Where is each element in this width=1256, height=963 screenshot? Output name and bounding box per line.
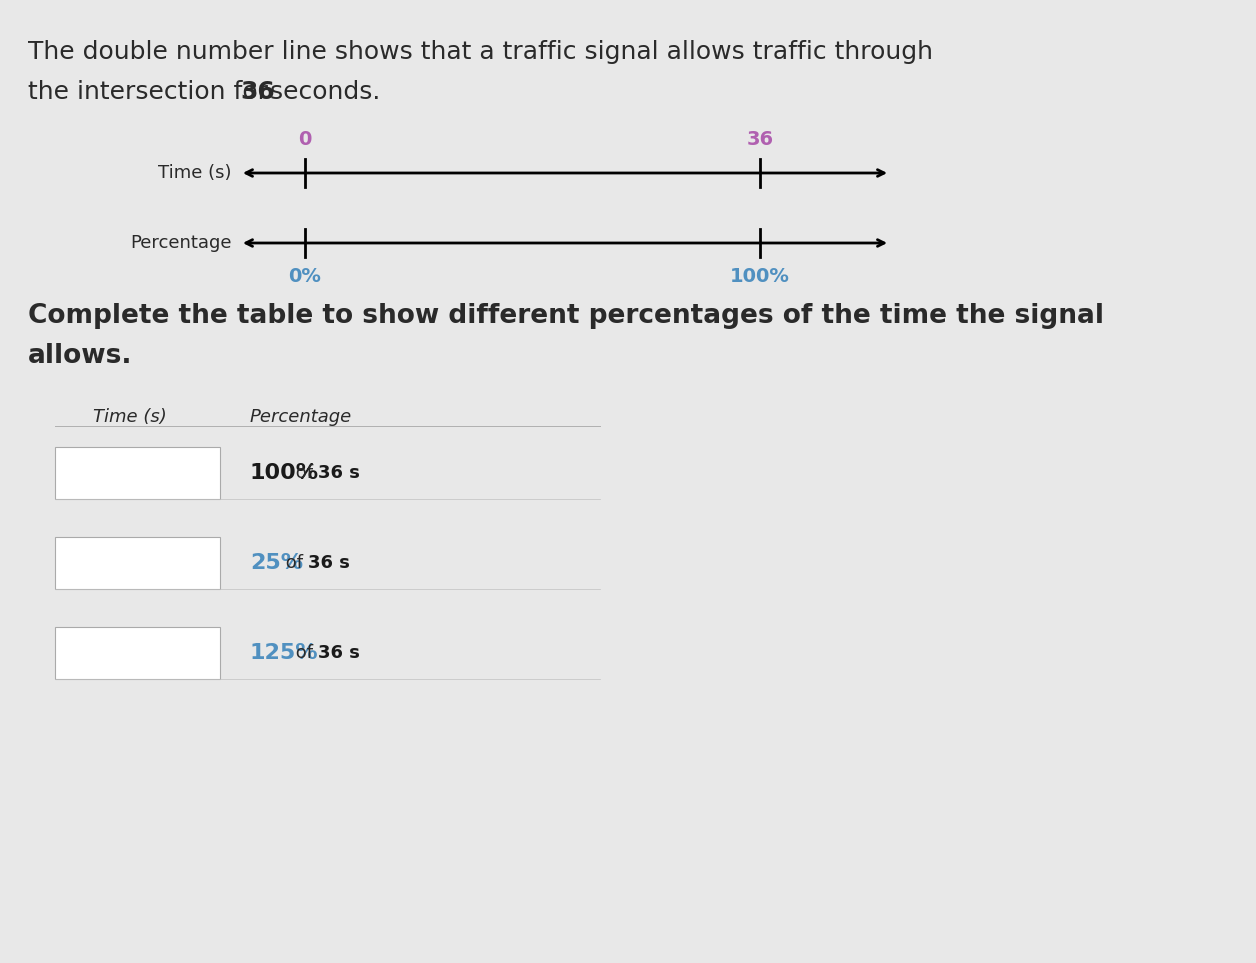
Text: 36 s: 36 s (309, 554, 350, 572)
Text: 0%: 0% (289, 267, 322, 286)
Bar (55, 537, 220, 589)
Text: Time (s): Time (s) (93, 408, 167, 426)
Bar (55, 447, 220, 499)
Text: seconds.: seconds. (263, 80, 381, 104)
Bar (55, 627, 220, 679)
Text: 100%: 100% (730, 267, 790, 286)
Text: 25%: 25% (250, 553, 303, 573)
Text: 0: 0 (299, 130, 311, 149)
Text: The double number line shows that a traffic signal allows traffic through: The double number line shows that a traf… (28, 40, 933, 64)
Text: of: of (280, 554, 309, 572)
Text: 36 s: 36 s (318, 644, 360, 662)
Text: of: of (290, 464, 319, 482)
Text: of: of (290, 644, 319, 662)
Text: Percentage: Percentage (250, 408, 352, 426)
Text: allows.: allows. (28, 343, 132, 369)
Text: 36: 36 (240, 80, 275, 104)
Text: Percentage: Percentage (131, 234, 232, 252)
Text: Time (s): Time (s) (158, 164, 232, 182)
Text: 125%: 125% (250, 643, 319, 663)
Text: the intersection for: the intersection for (28, 80, 276, 104)
Text: 100%: 100% (250, 463, 319, 483)
Text: 36: 36 (746, 130, 774, 149)
Text: 36 s: 36 s (318, 464, 360, 482)
Text: Complete the table to show different percentages of the time the signal: Complete the table to show different per… (28, 303, 1104, 329)
